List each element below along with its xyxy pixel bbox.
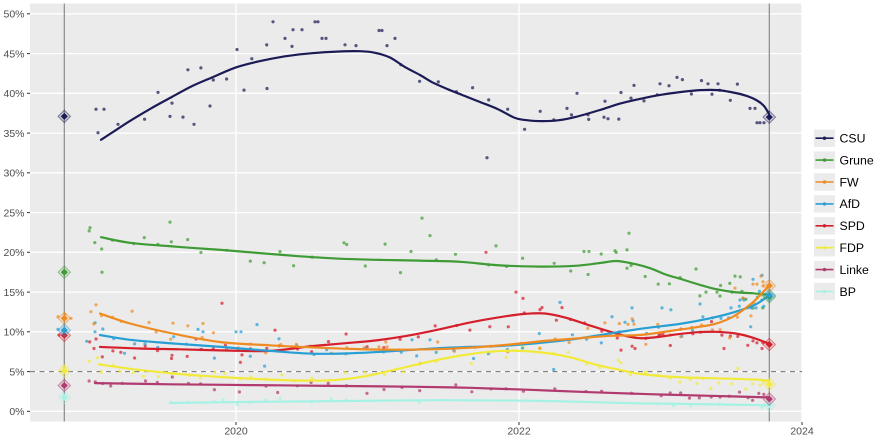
svg-text:30%: 30%	[3, 168, 24, 180]
svg-text:35%: 35%	[3, 128, 24, 140]
svg-text:2022: 2022	[507, 426, 531, 438]
svg-text:15%: 15%	[3, 287, 24, 299]
svg-text:FW: FW	[840, 175, 860, 189]
svg-text:AfD: AfD	[840, 197, 861, 211]
svg-text:BP: BP	[840, 285, 856, 299]
svg-text:25%: 25%	[3, 207, 24, 219]
svg-text:5%: 5%	[9, 366, 24, 378]
svg-text:10%: 10%	[3, 327, 24, 339]
svg-text:40%: 40%	[3, 88, 24, 100]
svg-text:20%: 20%	[3, 247, 24, 259]
svg-text:2024: 2024	[790, 426, 814, 438]
svg-text:50%: 50%	[3, 9, 24, 21]
svg-text:Linke: Linke	[840, 263, 870, 277]
svg-text:CSU: CSU	[840, 132, 866, 146]
svg-text:0%: 0%	[9, 406, 24, 418]
svg-text:FDP: FDP	[840, 241, 865, 255]
svg-text:2020: 2020	[224, 426, 248, 438]
svg-text:Grune: Grune	[840, 153, 874, 167]
svg-text:SPD: SPD	[840, 219, 865, 233]
svg-text:45%: 45%	[3, 48, 24, 60]
